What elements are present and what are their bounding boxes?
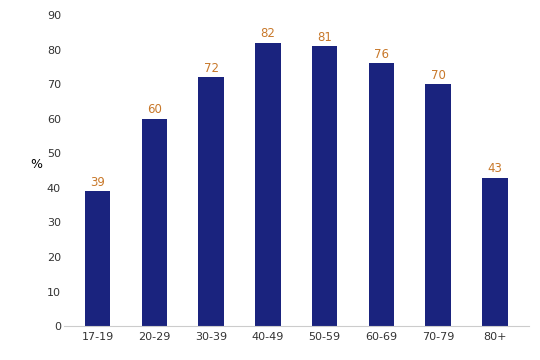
Bar xyxy=(312,46,338,326)
Y-axis label: %: % xyxy=(30,158,42,171)
Text: 76: 76 xyxy=(374,48,389,61)
Text: 60: 60 xyxy=(147,103,162,116)
Text: 43: 43 xyxy=(488,162,502,175)
Bar xyxy=(255,43,281,326)
Text: 72: 72 xyxy=(204,62,219,75)
Text: 70: 70 xyxy=(431,69,445,82)
Bar xyxy=(199,77,224,326)
Bar xyxy=(85,192,111,326)
Text: 81: 81 xyxy=(318,31,332,44)
Bar xyxy=(369,63,394,326)
Text: 39: 39 xyxy=(90,176,105,189)
Text: 82: 82 xyxy=(260,27,275,40)
Bar xyxy=(482,177,508,326)
Bar xyxy=(426,84,451,326)
Bar xyxy=(141,119,167,326)
